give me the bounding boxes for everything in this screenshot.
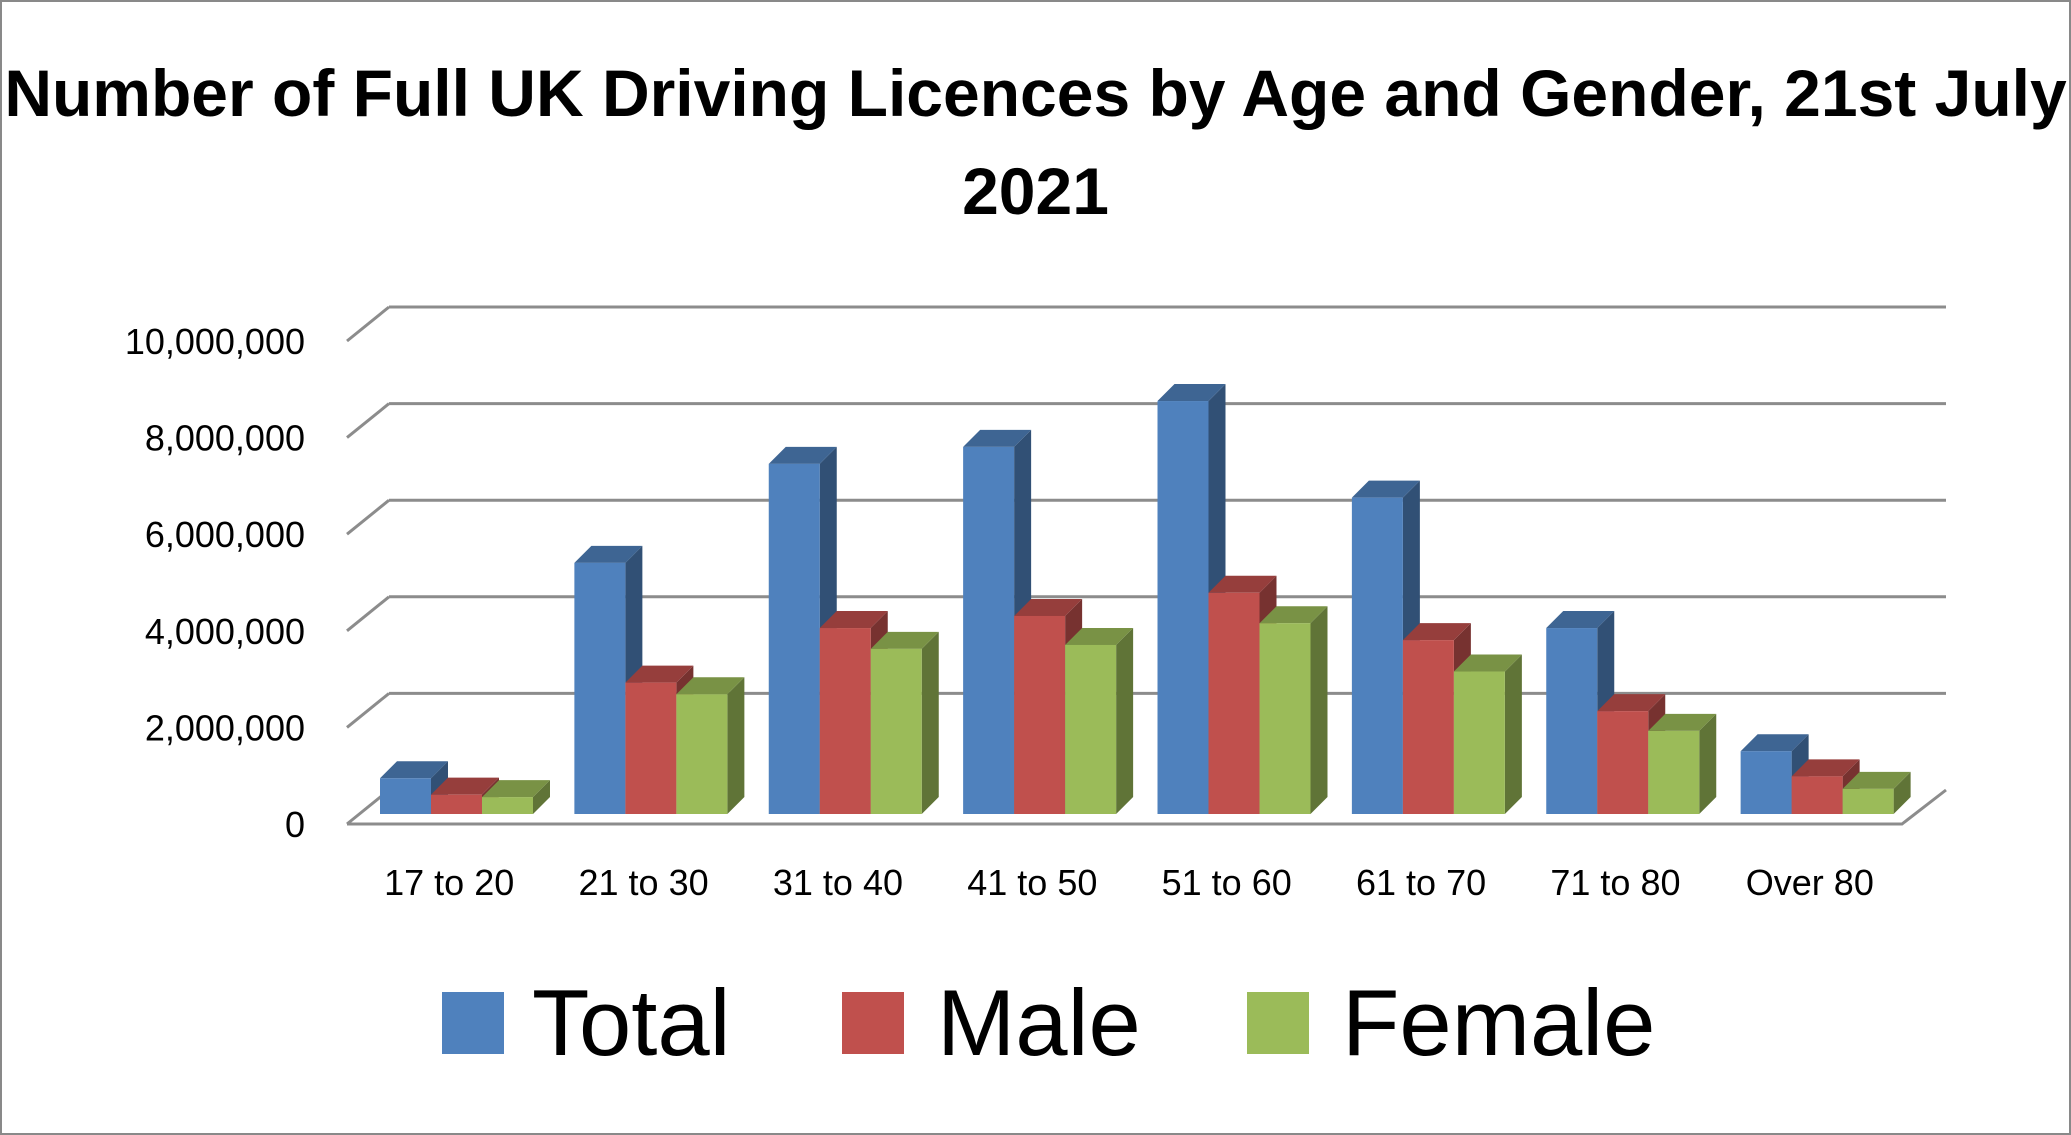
- bar-female: [1842, 788, 1894, 814]
- bar-total: [768, 463, 820, 814]
- y-tick-label: 4,000,000: [145, 611, 305, 652]
- side-gridline: [346, 402, 390, 439]
- bar-male: [819, 628, 871, 814]
- legend-swatch-total: [442, 992, 504, 1054]
- legend-label-total: Total: [532, 970, 731, 1075]
- bar-male: [1208, 592, 1260, 814]
- bar-top: [1259, 606, 1328, 624]
- bar-top: [1842, 771, 1911, 789]
- x-tick-label: 21 to 30: [579, 862, 709, 903]
- bar-male: [1402, 640, 1454, 814]
- legend-label-female: Female: [1342, 970, 1655, 1075]
- bar-male: [1014, 615, 1066, 814]
- y-tick-label: 6,000,000: [145, 514, 305, 555]
- x-tick-label: 71 to 80: [1550, 862, 1680, 903]
- bar-side: [1504, 654, 1522, 814]
- bar-top: [1546, 611, 1615, 629]
- bar-female: [870, 648, 922, 814]
- x-tick-label: Over 80: [1746, 862, 1874, 903]
- bar-male: [431, 794, 482, 814]
- bar-male: [1597, 711, 1649, 814]
- bar-total: [1351, 497, 1403, 814]
- bar-top: [963, 429, 1032, 447]
- bar-total: [380, 778, 431, 814]
- bar-top: [574, 545, 643, 563]
- bar-top: [1597, 694, 1666, 712]
- legend-swatch-male: [842, 992, 904, 1054]
- bar-top: [380, 761, 448, 779]
- bar-total: [963, 446, 1015, 814]
- bar-side: [727, 677, 745, 814]
- bar-top: [1351, 480, 1420, 498]
- floor-edge: [347, 788, 1947, 826]
- bar-top: [1402, 623, 1471, 641]
- bar-male: [625, 682, 677, 814]
- bar-top: [1157, 384, 1226, 402]
- bar-top: [1453, 654, 1522, 672]
- bar-top: [431, 777, 499, 795]
- x-tick-label: 17 to 20: [384, 862, 514, 903]
- legend-swatch-female: [1247, 992, 1309, 1054]
- side-gridline: [346, 692, 390, 729]
- legend-label-male: Male: [937, 970, 1141, 1075]
- side-gridline: [346, 499, 390, 536]
- y-tick-label: 0: [285, 804, 305, 845]
- side-gridline: [346, 305, 390, 343]
- bar-top: [676, 677, 745, 695]
- bar-top: [482, 780, 550, 798]
- x-tick-label: 31 to 40: [773, 862, 903, 903]
- x-tick-label: 41 to 50: [967, 862, 1097, 903]
- bar-top: [1648, 713, 1717, 731]
- bar-side: [533, 780, 550, 814]
- bar-top: [819, 611, 888, 629]
- side-gridline: [346, 595, 390, 632]
- bar-female: [1453, 671, 1505, 814]
- bar-top: [1208, 575, 1277, 593]
- bar-top: [768, 446, 837, 464]
- x-tick-label: 51 to 60: [1162, 862, 1292, 903]
- bar-top: [1791, 759, 1860, 777]
- bar-female: [1259, 623, 1311, 814]
- bar-female: [676, 694, 728, 814]
- bar-total: [1546, 628, 1598, 814]
- bar-top: [870, 631, 939, 649]
- bar-total: [1157, 401, 1209, 814]
- bar-total: [574, 562, 626, 814]
- bar-female: [1065, 644, 1117, 814]
- y-tick-label: 10,000,000: [125, 321, 305, 362]
- bar-side: [1116, 627, 1134, 814]
- bar-side: [921, 631, 939, 814]
- bar-side: [1699, 713, 1717, 814]
- bar-top: [1740, 734, 1809, 752]
- bar-side: [1310, 606, 1328, 814]
- y-tick-label: 8,000,000: [145, 418, 305, 459]
- bar-female: [482, 797, 533, 814]
- chart-title: Number of Full UK Driving Licences by Ag…: [4, 56, 2067, 228]
- bar-side: [1893, 771, 1911, 814]
- bar-top: [1014, 598, 1083, 616]
- bar-female: [1648, 730, 1700, 814]
- x-tick-label: 61 to 70: [1356, 862, 1486, 903]
- bar-top: [625, 665, 694, 683]
- bar-male: [1791, 776, 1843, 814]
- bar-top: [1065, 627, 1134, 645]
- y-tick-label: 2,000,000: [145, 707, 305, 748]
- bar-total: [1740, 751, 1792, 814]
